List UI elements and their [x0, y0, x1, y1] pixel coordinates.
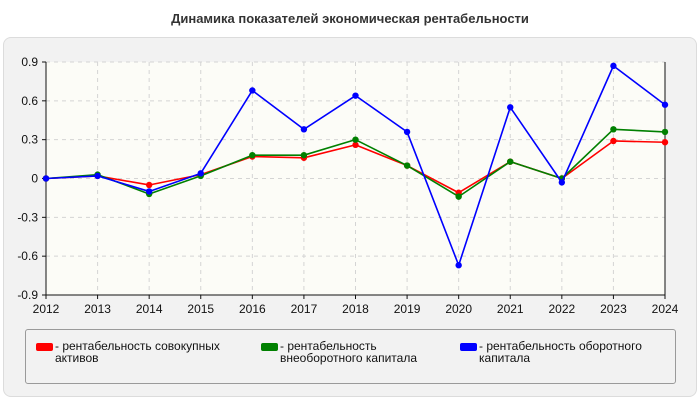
x-tick-label: 2016: [239, 302, 266, 316]
legend-swatch-2: [460, 343, 477, 351]
x-tick-label: 2015: [187, 302, 214, 316]
legend-label-1: - рентабельность внеоборотного капитала: [280, 339, 417, 365]
legend-item-0: - рентабельность совокупных активов: [36, 340, 220, 364]
x-tick-label: 2023: [600, 302, 627, 316]
data-point: [145, 181, 153, 189]
data-point: [661, 128, 669, 136]
data-point: [507, 104, 514, 111]
legend-swatch-0: [36, 343, 53, 351]
data-point: [145, 188, 153, 195]
x-tick-label: 2022: [548, 302, 575, 316]
data-point: [249, 152, 256, 159]
data-point: [610, 62, 617, 70]
x-tick-label: 2024: [652, 302, 679, 316]
chart-title: Динамика показателей экономическая рента…: [171, 11, 529, 26]
x-tick-label: 2017: [291, 302, 318, 316]
data-point: [610, 126, 617, 133]
y-tick-label: -0.9: [17, 288, 38, 302]
legend-swatch-1: [261, 343, 278, 351]
data-point: [352, 136, 359, 143]
y-tick-label: -0.3: [17, 210, 38, 224]
data-point: [352, 92, 359, 99]
data-point: [403, 128, 411, 136]
chart-legend: - рентабельность совокупных активов - ре…: [25, 329, 676, 384]
data-point: [42, 175, 50, 182]
y-tick-label: 0: [31, 172, 38, 186]
x-tick-label: 2014: [136, 302, 163, 316]
series-2: [42, 62, 669, 269]
x-tick-label: 2021: [497, 302, 524, 316]
x-tick-label: 2012: [33, 302, 60, 316]
y-tick-label: 0.6: [21, 94, 38, 108]
legend-label-2: - рентабельность оборотного капитала: [479, 339, 642, 365]
legend-item-2: - рентабельность оборотного капитала: [460, 340, 642, 364]
data-point: [249, 87, 256, 94]
y-tick-label: 0.9: [21, 55, 38, 69]
data-point: [507, 158, 514, 165]
data-point: [455, 262, 462, 269]
data-point: [197, 170, 204, 177]
data-point: [558, 179, 566, 186]
legend-item-1: - рентабельность внеоборотного капитала: [261, 340, 417, 364]
x-tick-label: 2019: [394, 302, 421, 316]
x-tick-label: 2018: [342, 302, 369, 316]
x-tick-label: 2020: [445, 302, 472, 316]
legend-label-0: - рентабельность совокупных активов: [55, 339, 220, 365]
data-point: [94, 172, 101, 180]
y-tick-label: 0.3: [21, 133, 38, 147]
data-point: [300, 152, 308, 159]
x-tick-label: 2013: [84, 302, 111, 316]
data-point: [300, 126, 308, 133]
data-point: [610, 137, 617, 145]
data-point: [661, 101, 669, 108]
data-point: [352, 141, 359, 149]
data-point: [455, 193, 462, 200]
data-point: [403, 162, 411, 169]
data-point: [661, 139, 669, 146]
y-tick-label: -0.6: [17, 249, 38, 263]
